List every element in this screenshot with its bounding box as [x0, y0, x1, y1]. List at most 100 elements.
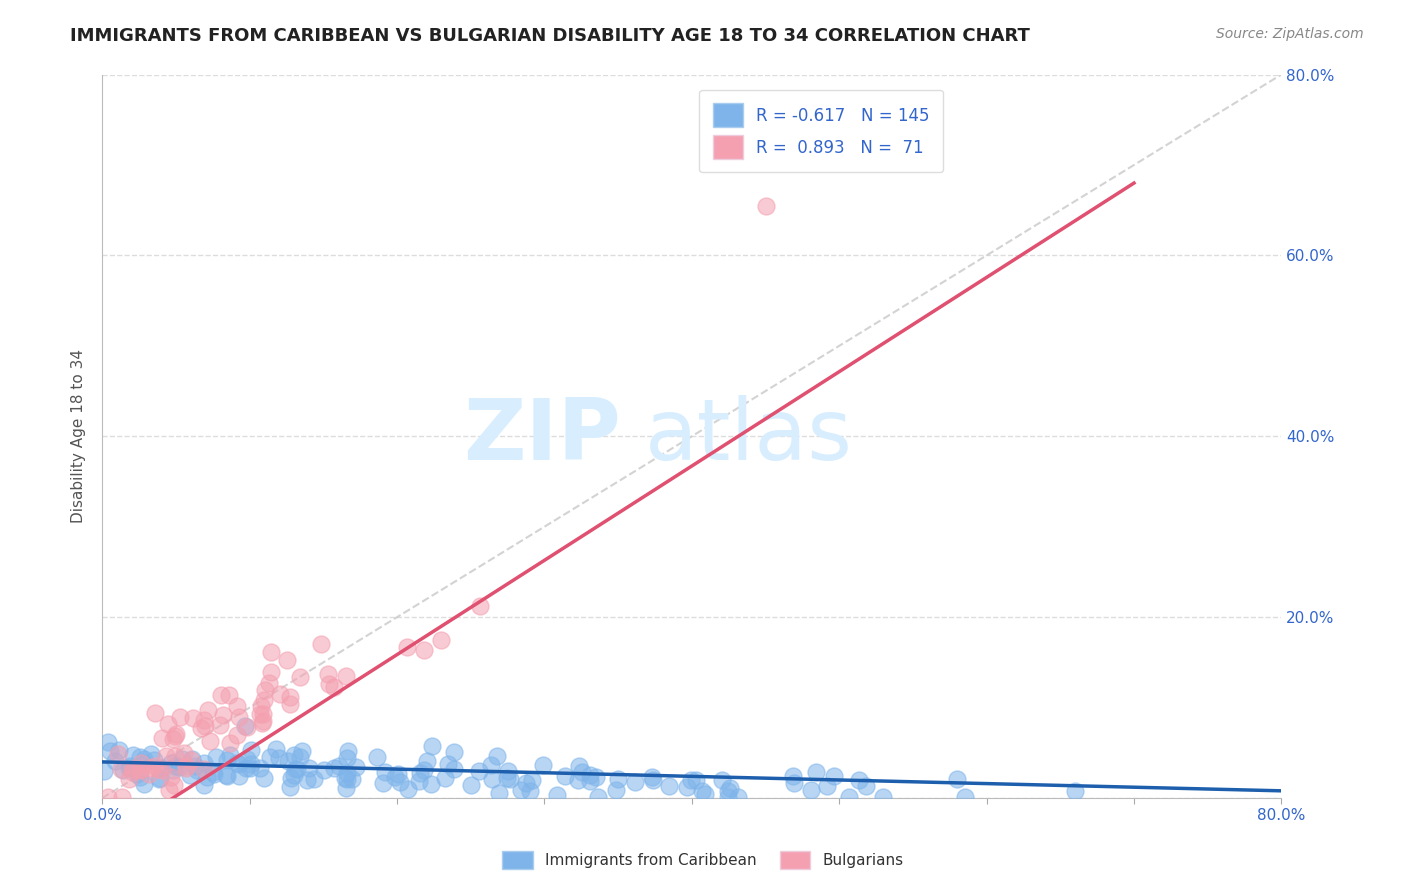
Point — [160, 770, 183, 784]
Point — [269, 687, 291, 701]
Point — [236, 752, 259, 766]
Point — [481, 772, 503, 787]
Point — [371, 776, 394, 790]
Point — [690, 784, 713, 798]
Point — [387, 767, 409, 781]
Point — [148, 762, 170, 776]
Point — [167, 760, 190, 774]
Point — [125, 766, 148, 780]
Point — [215, 769, 238, 783]
Point — [815, 779, 838, 793]
Point — [218, 688, 240, 702]
Point — [322, 761, 344, 775]
Point — [117, 772, 139, 787]
Point — [257, 676, 280, 690]
Point — [323, 680, 346, 694]
Point — [252, 707, 274, 722]
Point — [280, 780, 302, 795]
Point — [149, 771, 172, 785]
Point — [430, 633, 453, 648]
Point — [134, 756, 156, 770]
Point — [285, 762, 308, 776]
Point — [309, 637, 332, 651]
Point — [253, 771, 276, 785]
Legend: R = -0.617   N = 145, R =  0.893   N =  71: R = -0.617 N = 145, R = 0.893 N = 71 — [699, 90, 943, 172]
Point — [754, 199, 776, 213]
Point — [318, 677, 340, 691]
Text: atlas: atlas — [644, 395, 852, 478]
Point — [163, 778, 186, 792]
Point — [259, 750, 281, 764]
Point — [522, 773, 544, 788]
Point — [162, 731, 184, 746]
Point — [128, 770, 150, 784]
Point — [711, 772, 734, 787]
Legend: Immigrants from Caribbean, Bulgarians: Immigrants from Caribbean, Bulgarians — [496, 845, 910, 875]
Point — [193, 713, 215, 727]
Point — [946, 772, 969, 786]
Point — [121, 765, 143, 780]
Point — [641, 772, 664, 787]
Point — [782, 775, 804, 789]
Point — [96, 735, 118, 749]
Point — [236, 720, 259, 734]
Point — [278, 690, 301, 705]
Text: ZIP: ZIP — [464, 395, 621, 478]
Point — [278, 697, 301, 711]
Point — [1064, 783, 1087, 797]
Point — [183, 759, 205, 773]
Point — [250, 699, 273, 714]
Point — [228, 757, 250, 772]
Point — [396, 640, 419, 655]
Point — [233, 718, 256, 732]
Point — [676, 780, 699, 794]
Point — [336, 751, 359, 765]
Point — [284, 762, 307, 776]
Point — [848, 772, 870, 787]
Point — [134, 777, 156, 791]
Point — [374, 764, 396, 779]
Point — [173, 746, 195, 760]
Point — [718, 780, 741, 795]
Point — [496, 764, 519, 779]
Point — [571, 765, 593, 780]
Point — [607, 772, 630, 787]
Point — [139, 761, 162, 775]
Point — [316, 667, 339, 681]
Point — [437, 756, 460, 771]
Point — [579, 774, 602, 789]
Point — [412, 764, 434, 778]
Point — [283, 747, 305, 762]
Point — [519, 783, 541, 797]
Point — [342, 772, 364, 786]
Point — [269, 750, 291, 764]
Point — [157, 782, 180, 797]
Point — [212, 708, 235, 723]
Point — [422, 739, 444, 754]
Point — [93, 764, 115, 779]
Point — [546, 788, 568, 802]
Point — [276, 653, 298, 667]
Point — [129, 764, 152, 778]
Point — [198, 734, 221, 748]
Point — [479, 757, 502, 772]
Point — [495, 771, 517, 785]
Point — [717, 790, 740, 805]
Point — [685, 773, 707, 788]
Point — [180, 753, 202, 767]
Point — [150, 761, 173, 775]
Point — [579, 768, 602, 782]
Point — [679, 772, 702, 787]
Point — [129, 763, 152, 777]
Point — [170, 752, 193, 766]
Point — [388, 775, 411, 789]
Point — [150, 763, 173, 777]
Point — [190, 721, 212, 735]
Point — [97, 790, 120, 805]
Point — [165, 729, 187, 743]
Point — [717, 784, 740, 798]
Point — [252, 714, 274, 728]
Point — [531, 757, 554, 772]
Point — [586, 790, 609, 805]
Point — [727, 790, 749, 805]
